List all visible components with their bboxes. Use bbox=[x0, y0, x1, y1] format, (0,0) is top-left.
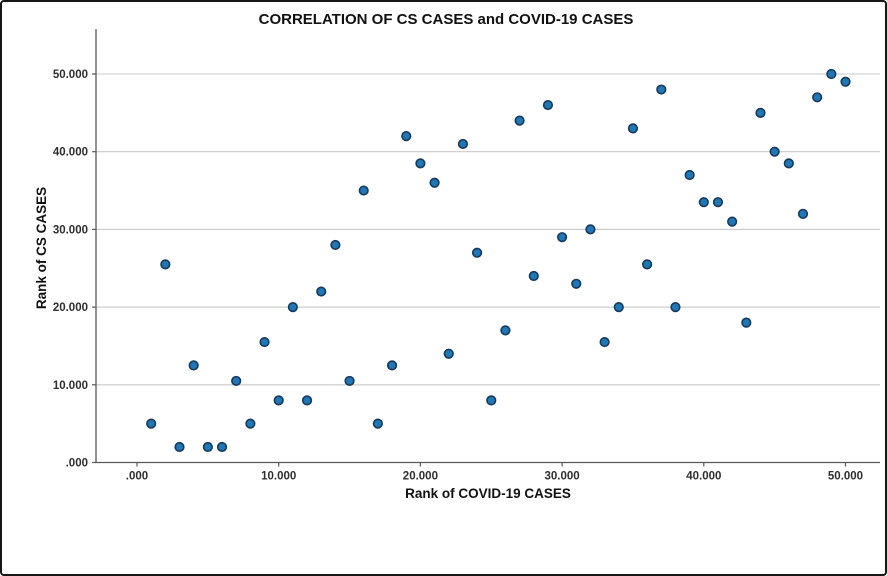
data-point bbox=[656, 84, 667, 95]
data-point bbox=[556, 232, 568, 243]
data-point bbox=[514, 115, 525, 126]
data-point bbox=[670, 302, 681, 313]
x-tick-label: 10.000 bbox=[261, 471, 296, 483]
data-point bbox=[174, 441, 185, 453]
data-point bbox=[769, 146, 780, 157]
axis-ticks bbox=[92, 73, 847, 467]
data-point bbox=[231, 375, 242, 387]
chart-title: CORRELATION OF CS CASES and COVID-19 CAS… bbox=[259, 11, 634, 28]
data-point bbox=[259, 336, 270, 348]
x-tick-labels: .000 10.000 20.000 30.000 40.000 50.000 bbox=[126, 471, 863, 483]
data-point bbox=[316, 286, 327, 297]
data-point bbox=[429, 177, 440, 188]
y-tick-label: 50.000 bbox=[53, 69, 88, 81]
data-point bbox=[840, 76, 851, 87]
data-point bbox=[627, 123, 639, 134]
x-tick-label: 20.000 bbox=[403, 471, 438, 483]
data-point bbox=[146, 418, 157, 429]
x-tick-label: .000 bbox=[126, 471, 148, 483]
data-point bbox=[344, 375, 355, 387]
y-tick-label: 40.000 bbox=[53, 147, 88, 159]
data-point bbox=[712, 197, 724, 208]
data-point bbox=[457, 138, 469, 150]
data-point bbox=[330, 239, 341, 251]
y-tick-labels: .000 10.000 20.000 30.000 40.000 50.000 bbox=[53, 69, 88, 470]
data-point bbox=[301, 395, 313, 406]
data-point bbox=[542, 99, 554, 111]
data-point bbox=[783, 158, 794, 169]
data-point bbox=[599, 336, 610, 348]
data-point bbox=[812, 92, 823, 103]
data-point bbox=[245, 418, 256, 429]
x-tick-label: 50.000 bbox=[828, 471, 863, 483]
data-point bbox=[613, 302, 624, 313]
data-point bbox=[727, 216, 738, 227]
data-point bbox=[684, 169, 695, 181]
data-points bbox=[146, 68, 851, 453]
y-tick-label: 10.000 bbox=[53, 380, 88, 392]
data-point bbox=[273, 395, 284, 406]
y-axis-title: Rank of CS CASES bbox=[34, 187, 49, 309]
data-point bbox=[826, 68, 837, 80]
data-point bbox=[486, 395, 497, 406]
data-point bbox=[443, 348, 454, 359]
data-point bbox=[216, 441, 228, 453]
y-tick-label: 30.000 bbox=[53, 224, 88, 236]
data-point bbox=[797, 208, 809, 219]
axis-lines bbox=[95, 29, 880, 464]
data-point bbox=[188, 360, 199, 371]
data-point bbox=[585, 224, 596, 235]
data-point bbox=[415, 158, 426, 169]
data-point bbox=[287, 302, 298, 313]
data-point bbox=[358, 185, 369, 196]
y-tick-label: 20.000 bbox=[53, 302, 88, 314]
data-point bbox=[160, 259, 171, 270]
y-tick-label: .000 bbox=[66, 458, 88, 470]
data-point bbox=[471, 247, 483, 258]
data-point bbox=[755, 107, 766, 118]
data-point bbox=[698, 197, 709, 208]
data-point bbox=[741, 317, 752, 328]
data-point bbox=[401, 131, 412, 142]
x-tick-label: 40.000 bbox=[686, 471, 721, 483]
data-point bbox=[528, 270, 539, 282]
data-point bbox=[571, 278, 582, 289]
data-point bbox=[642, 259, 653, 270]
x-tick-label: 30.000 bbox=[545, 471, 580, 483]
data-point bbox=[202, 441, 213, 453]
data-point bbox=[500, 325, 511, 336]
gridlines bbox=[96, 73, 880, 386]
data-point bbox=[386, 360, 398, 371]
x-axis-title: Rank of COVID-19 CASES bbox=[405, 486, 571, 501]
data-point bbox=[372, 418, 383, 429]
